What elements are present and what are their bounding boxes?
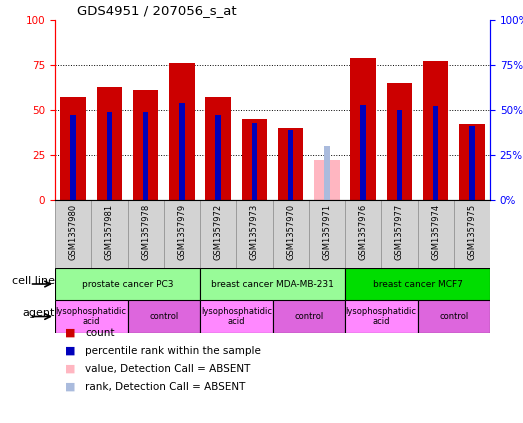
Bar bbox=[345, 300, 417, 333]
Bar bbox=[454, 200, 490, 268]
Bar bbox=[61, 97, 86, 200]
Text: ■: ■ bbox=[65, 346, 76, 356]
Bar bbox=[272, 300, 345, 333]
Bar bbox=[128, 300, 200, 333]
Text: GSM1357975: GSM1357975 bbox=[468, 203, 476, 260]
Bar bbox=[459, 124, 485, 200]
Text: GDS4951 / 207056_s_at: GDS4951 / 207056_s_at bbox=[77, 5, 236, 17]
Bar bbox=[309, 200, 345, 268]
Bar bbox=[107, 112, 112, 200]
Text: count: count bbox=[85, 328, 115, 338]
Text: breast cancer MCF7: breast cancer MCF7 bbox=[372, 280, 462, 288]
Bar bbox=[288, 130, 293, 200]
Bar bbox=[55, 200, 91, 268]
Bar bbox=[350, 58, 376, 200]
Bar bbox=[272, 200, 309, 268]
Bar bbox=[91, 200, 128, 268]
Text: breast cancer MDA-MB-231: breast cancer MDA-MB-231 bbox=[211, 280, 334, 288]
Text: GSM1357974: GSM1357974 bbox=[431, 203, 440, 260]
Text: agent: agent bbox=[22, 308, 55, 318]
Bar bbox=[179, 103, 185, 200]
Bar bbox=[55, 300, 128, 333]
Text: control: control bbox=[149, 312, 178, 321]
Bar bbox=[345, 200, 381, 268]
Bar bbox=[386, 83, 412, 200]
Bar bbox=[423, 61, 448, 200]
Bar bbox=[200, 300, 272, 333]
Text: GSM1357971: GSM1357971 bbox=[322, 203, 332, 260]
Text: ■: ■ bbox=[65, 364, 76, 374]
Bar bbox=[360, 104, 366, 200]
Bar bbox=[396, 110, 402, 200]
Text: cell line: cell line bbox=[12, 276, 55, 286]
Bar bbox=[469, 126, 474, 200]
Bar bbox=[433, 107, 438, 200]
Text: GSM1357972: GSM1357972 bbox=[213, 203, 223, 260]
Bar bbox=[417, 300, 490, 333]
Text: control: control bbox=[439, 312, 469, 321]
Text: GSM1357979: GSM1357979 bbox=[177, 203, 186, 260]
Bar bbox=[324, 146, 329, 200]
Text: GSM1357970: GSM1357970 bbox=[286, 203, 295, 260]
Bar bbox=[200, 268, 345, 300]
Bar bbox=[206, 97, 231, 200]
Bar bbox=[345, 268, 490, 300]
Text: GSM1357977: GSM1357977 bbox=[395, 203, 404, 260]
Text: prostate cancer PC3: prostate cancer PC3 bbox=[82, 280, 173, 288]
Text: lysophosphatidic
acid: lysophosphatidic acid bbox=[56, 307, 127, 326]
Text: lysophosphatidic
acid: lysophosphatidic acid bbox=[346, 307, 417, 326]
Text: GSM1357978: GSM1357978 bbox=[141, 203, 150, 260]
Bar bbox=[143, 112, 149, 200]
Bar bbox=[242, 119, 267, 200]
Bar bbox=[164, 200, 200, 268]
Text: lysophosphatidic
acid: lysophosphatidic acid bbox=[201, 307, 272, 326]
Bar bbox=[252, 123, 257, 200]
Bar bbox=[278, 128, 303, 200]
Bar bbox=[71, 115, 76, 200]
Text: value, Detection Call = ABSENT: value, Detection Call = ABSENT bbox=[85, 364, 251, 374]
Text: GSM1357981: GSM1357981 bbox=[105, 203, 114, 260]
Bar bbox=[381, 200, 417, 268]
Bar bbox=[417, 200, 454, 268]
Bar bbox=[169, 63, 195, 200]
Bar bbox=[215, 115, 221, 200]
Bar bbox=[133, 90, 158, 200]
Bar bbox=[200, 200, 236, 268]
Bar bbox=[236, 200, 272, 268]
Text: percentile rank within the sample: percentile rank within the sample bbox=[85, 346, 261, 356]
Bar bbox=[55, 268, 200, 300]
Text: GSM1357976: GSM1357976 bbox=[359, 203, 368, 260]
Text: ■: ■ bbox=[65, 328, 76, 338]
Bar bbox=[97, 87, 122, 200]
Text: GSM1357973: GSM1357973 bbox=[250, 203, 259, 260]
Text: control: control bbox=[294, 312, 323, 321]
Text: rank, Detection Call = ABSENT: rank, Detection Call = ABSENT bbox=[85, 382, 246, 392]
Text: ■: ■ bbox=[65, 382, 76, 392]
Bar bbox=[314, 160, 339, 200]
Text: GSM1357980: GSM1357980 bbox=[69, 203, 77, 260]
Bar bbox=[128, 200, 164, 268]
